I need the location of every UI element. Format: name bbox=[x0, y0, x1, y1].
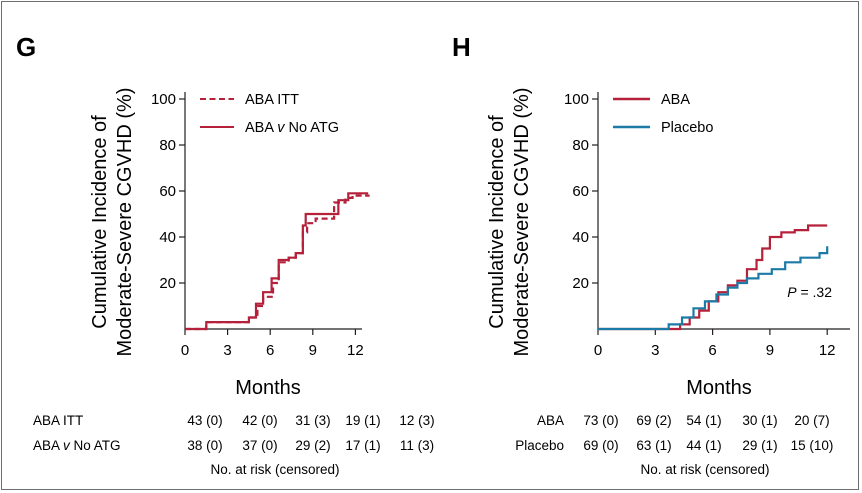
y-tick-label-h: 20 bbox=[572, 275, 589, 292]
risk-cell-h: 69 (2) bbox=[636, 413, 671, 428]
x-tick-label-g: 9 bbox=[309, 342, 317, 359]
risk-table-h: ABA Placebo 73 (0) 69 (2) 54 (1) 30 (1) 20 (… bbox=[515, 413, 833, 477]
x-tick-label-g: 3 bbox=[223, 342, 231, 359]
risk-cell-h: 73 (0) bbox=[583, 413, 618, 428]
x-ticks-g: 0 3 6 9 12 bbox=[181, 329, 364, 359]
risk-row-label-aba-itt: ABA ITT bbox=[33, 413, 83, 428]
y-tick-label-g: 100 bbox=[151, 91, 176, 108]
risk-cell-h: 30 (1) bbox=[742, 413, 777, 428]
risk-cell-g: 31 (3) bbox=[295, 413, 330, 428]
x-tick-label-h: 0 bbox=[594, 342, 602, 359]
panel-label-g: G bbox=[16, 32, 36, 62]
risk-cell-g: 37 (0) bbox=[242, 438, 277, 453]
risk-cell-h: 29 (1) bbox=[742, 438, 777, 453]
y-tick-label-h: 100 bbox=[564, 91, 589, 108]
legend-h: ABA Placebo bbox=[613, 92, 713, 136]
legend-label-aba: ABA bbox=[661, 92, 690, 108]
y-axis-label-g-line2: Moderate-Severe CGVHD (%) bbox=[114, 88, 136, 357]
risk-cell-g: 19 (1) bbox=[345, 413, 380, 428]
y-tick-label-g: 80 bbox=[159, 137, 176, 154]
x-tick-label-h: 12 bbox=[819, 342, 836, 359]
risk-row-label-aba: ABA bbox=[537, 413, 564, 428]
risk-cell-h: 63 (1) bbox=[636, 438, 671, 453]
x-tick-label-g: 0 bbox=[181, 342, 189, 359]
x-tick-label-h: 3 bbox=[651, 342, 659, 359]
x-axis-label-h: Months bbox=[686, 377, 752, 399]
risk-cell-g: 12 (3) bbox=[399, 413, 434, 428]
risk-row-label-placebo: Placebo bbox=[515, 438, 564, 453]
risk-row-label-aba-v-no-atg: ABA v No ATG bbox=[33, 438, 121, 453]
risk-cell-h: 20 (7) bbox=[794, 413, 829, 428]
x-axis-label-g: Months bbox=[235, 377, 301, 399]
series-line-h-aba bbox=[598, 224, 828, 331]
y-axis-label-g-line1: Cumulative Incidence of bbox=[89, 115, 111, 329]
legend-label-placebo: Placebo bbox=[661, 120, 713, 136]
y-tick-label-h: 60 bbox=[572, 183, 589, 200]
x-tick-label-h: 6 bbox=[708, 342, 716, 359]
risk-table-footer-g: No. at risk (censored) bbox=[210, 462, 339, 477]
risk-table-footer-h: No. at risk (censored) bbox=[640, 462, 769, 477]
risk-cell-g: 43 (0) bbox=[187, 413, 222, 428]
x-tick-label-g: 6 bbox=[266, 342, 274, 359]
panel-label-h: H bbox=[452, 32, 471, 62]
legend-label-aba-itt: ABA ITT bbox=[245, 92, 299, 108]
series-line-h-placebo bbox=[598, 246, 829, 331]
x-ticks-h: 0 3 6 9 12 bbox=[594, 329, 836, 359]
risk-cell-g: 17 (1) bbox=[345, 438, 380, 453]
y-ticks-h: 20 40 60 80 100 bbox=[564, 91, 598, 292]
risk-cell-h: 69 (0) bbox=[583, 438, 618, 453]
legend-g: ABA ITT ABA v No ATG bbox=[200, 92, 339, 136]
y-tick-label-h: 40 bbox=[572, 229, 589, 246]
panel-g: G Cumulative Incidence of Moderate-Sever… bbox=[16, 32, 435, 477]
risk-values-g: 43 (0) 42 (0) 31 (3) 19 (1) 12 (3) 38 (0) 37 (… bbox=[187, 413, 434, 453]
y-axis-label-h-line1: Cumulative Incidence of bbox=[486, 115, 508, 329]
risk-cell-h: 15 (10) bbox=[791, 438, 834, 453]
risk-cell-g: 42 (0) bbox=[242, 413, 277, 428]
x-tick-label-g: 12 bbox=[347, 342, 364, 359]
risk-cell-h: 54 (1) bbox=[686, 413, 721, 428]
risk-values-h: 73 (0) 69 (2) 54 (1) 30 (1) 20 (7) 69 (0) 63 (… bbox=[583, 413, 833, 453]
series-group-g bbox=[185, 192, 370, 331]
risk-cell-g: 29 (2) bbox=[295, 438, 330, 453]
y-tick-label-g: 40 bbox=[159, 229, 176, 246]
risk-cell-g: 11 (3) bbox=[400, 438, 434, 453]
y-tick-label-g: 20 bbox=[159, 275, 176, 292]
y-ticks-g: 20 40 60 80 100 bbox=[151, 91, 185, 292]
y-tick-label-g: 60 bbox=[159, 183, 176, 200]
y-tick-label-h: 80 bbox=[572, 137, 589, 154]
series-line-g-aba-v-no-atg bbox=[185, 192, 369, 331]
panel-h: H Cumulative Incidence of Moderate-Sever… bbox=[452, 32, 850, 477]
legend-label-aba-v-no-atg: ABA v No ATG bbox=[245, 120, 339, 136]
risk-cell-h: 44 (1) bbox=[686, 438, 721, 453]
risk-cell-g: 38 (0) bbox=[187, 438, 222, 453]
series-group-h bbox=[598, 224, 829, 331]
y-axis-label-h-line2: Moderate-Severe CGVHD (%) bbox=[511, 88, 533, 357]
series-line-g-aba-itt bbox=[185, 194, 370, 331]
p-value-annotation: P = .32 bbox=[787, 284, 832, 300]
risk-table-g: ABA ITT ABA v No ATG 43 (0) 42 (0) 31 (3) 1… bbox=[33, 413, 435, 477]
x-tick-label-h: 9 bbox=[766, 342, 774, 359]
